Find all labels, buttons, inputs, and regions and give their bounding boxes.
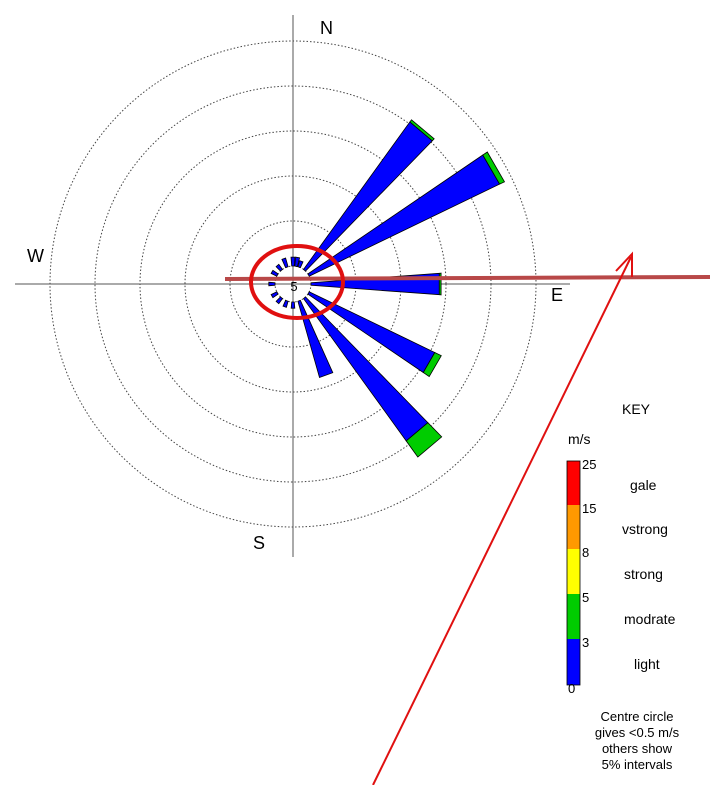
key-bar-outline bbox=[566, 460, 581, 686]
annotation-arrowhead bbox=[615, 251, 633, 277]
petal-segment-light bbox=[302, 121, 433, 272]
key-note-line: 5% intervals bbox=[602, 757, 673, 772]
key-note-line: gives <0.5 m/s bbox=[595, 725, 680, 740]
key-tick: 15 bbox=[582, 501, 596, 516]
petal-segment-light bbox=[297, 299, 334, 379]
key-tick: 8 bbox=[582, 545, 589, 560]
key-color-band bbox=[567, 549, 580, 594]
key-color-band bbox=[567, 639, 580, 685]
petal-segment-modrate bbox=[409, 119, 435, 142]
petal-segment-light bbox=[268, 281, 276, 287]
annotation-horizontal-line bbox=[224, 275, 710, 281]
key-label-modrate: modrate bbox=[624, 611, 676, 627]
annotation-overlay bbox=[224, 244, 710, 785]
annotation-arrow bbox=[372, 256, 632, 785]
centre-label: 5 bbox=[290, 279, 297, 294]
key-label-light: light bbox=[634, 656, 660, 672]
petal-segment-light bbox=[294, 256, 301, 267]
key-unit: m/s bbox=[568, 431, 591, 447]
petal-segment-light bbox=[290, 256, 296, 267]
petal-segment-modrate bbox=[482, 151, 506, 185]
key-label-strong: strong bbox=[624, 566, 663, 582]
compass-label-north: N bbox=[320, 18, 333, 38]
petal-segment-light bbox=[270, 269, 279, 277]
annotation-circle bbox=[249, 244, 345, 320]
petal-segment-light bbox=[307, 154, 501, 277]
compass-label-west: W bbox=[27, 246, 44, 266]
key-color-band bbox=[567, 461, 580, 505]
compass-label-east: E bbox=[551, 285, 563, 305]
key-color-bar bbox=[566, 460, 581, 686]
compass-axes bbox=[15, 15, 570, 557]
petal-segment-modrate bbox=[405, 422, 443, 458]
petal-segment-light bbox=[290, 301, 296, 309]
key-tick: 3 bbox=[582, 635, 589, 650]
key-title: KEY bbox=[622, 401, 651, 417]
key-tick: 25 bbox=[582, 457, 596, 472]
key-color-band bbox=[567, 505, 580, 549]
key-color-band bbox=[567, 594, 580, 639]
compass-label-south: S bbox=[253, 533, 265, 553]
petal-segment-light bbox=[282, 299, 289, 308]
key-tick: 5 bbox=[582, 590, 589, 605]
speed-key: KEY m/s 25 15 8 5 3 0 gale vstrong stron… bbox=[566, 401, 680, 772]
key-label-vstrong: vstrong bbox=[622, 521, 668, 537]
petal-segment-light bbox=[270, 291, 279, 299]
key-label-gale: gale bbox=[630, 477, 657, 493]
key-note-line: Centre circle bbox=[601, 709, 674, 724]
petal-segment-light bbox=[275, 263, 284, 272]
petal-segment-light bbox=[275, 296, 284, 305]
petal-segment-modrate bbox=[422, 351, 442, 378]
key-tick: 0 bbox=[568, 681, 575, 696]
direction-petals bbox=[268, 119, 506, 458]
petal-segment-light bbox=[281, 257, 289, 269]
petal-segment-light bbox=[297, 260, 304, 269]
key-note-line: others show bbox=[602, 741, 673, 756]
